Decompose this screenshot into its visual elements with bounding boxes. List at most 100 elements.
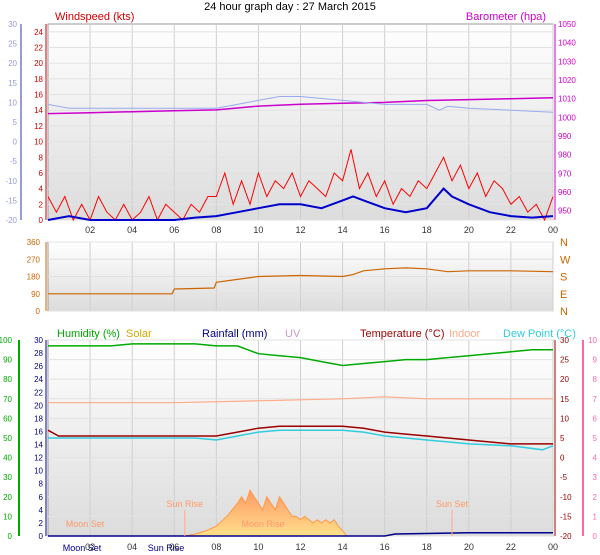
wind-left-tick-label: 20 bbox=[8, 59, 17, 68]
climate-x-tick-label: 22 bbox=[506, 542, 516, 552]
humidity-tick-label: 100 bbox=[0, 336, 13, 345]
temperature-tick-label: 5 bbox=[560, 434, 565, 443]
uv-tick-label: 9 bbox=[593, 356, 598, 365]
barometer-line bbox=[47, 96, 554, 115]
wind-left-tick-label: -15 bbox=[5, 196, 17, 205]
wind-left-tick-label: -20 bbox=[5, 216, 17, 225]
solar-tick-label: 26 bbox=[34, 362, 43, 371]
compass-label: W bbox=[560, 254, 571, 266]
wind-direction-line bbox=[48, 267, 554, 295]
temperature-tick-label: 25 bbox=[560, 356, 569, 365]
wind-x-tick-label: 16 bbox=[380, 225, 390, 235]
direction-degree-axis: 360 270 180 90 0 bbox=[27, 238, 47, 316]
indoor-temperature-line bbox=[48, 396, 553, 404]
solar-tick-label: 14 bbox=[34, 441, 43, 450]
barometer-tick-label: 1000 bbox=[558, 113, 576, 122]
wind-speed-tick-label: 16 bbox=[34, 91, 43, 100]
wind-x-tick-label: 08 bbox=[211, 225, 221, 235]
wind-left-tick-label: 15 bbox=[8, 79, 17, 88]
solar-tick-label: 12 bbox=[34, 454, 43, 463]
temperature-tick-label: -5 bbox=[560, 473, 568, 482]
uv-tick-label: 8 bbox=[593, 375, 598, 384]
barometer-tick-label: 1050 bbox=[558, 20, 576, 29]
solar-tick-label: 10 bbox=[34, 467, 43, 476]
sunset-annotation: Sun Set bbox=[436, 499, 469, 509]
barometer-tick-label: 970 bbox=[558, 169, 572, 178]
barometer-tick-label: 1010 bbox=[558, 95, 576, 104]
climate-x-tick-label: 12 bbox=[295, 542, 305, 552]
humidity-tick-label: 60 bbox=[3, 414, 12, 423]
wind-x-tick-label: 20 bbox=[464, 225, 474, 235]
wind-x-tick-label: 02 bbox=[85, 225, 95, 235]
climate-x-tick-label: 18 bbox=[422, 542, 432, 552]
wind-left-tick-label: 25 bbox=[8, 40, 17, 49]
wind-x-tick-label: 10 bbox=[253, 225, 263, 235]
temperature-axis: 30 25 20 15 10 5 0 -5 -10 -15 -20 bbox=[554, 336, 572, 541]
barometer-tick-label: 980 bbox=[558, 151, 572, 160]
climate-time-axis: 02 04 06 08 10 12 14 16 18 20 22 00 bbox=[85, 542, 558, 552]
climate-x-tick-label: 08 bbox=[211, 542, 221, 552]
moonset-short-annotation: Moon Set bbox=[63, 543, 102, 553]
humidity-tick-label: 70 bbox=[3, 395, 12, 404]
wind-left-tick-label: 5 bbox=[13, 118, 18, 127]
climate-x-tick-label: 06 bbox=[169, 542, 179, 552]
solar-tick-label: 30 bbox=[34, 336, 43, 345]
humidity-label: Humidity (%) bbox=[57, 328, 120, 340]
wind-left-tick-label: -10 bbox=[5, 177, 17, 186]
wind-x-tick-label: 22 bbox=[506, 225, 516, 235]
wind-speed-tick-label: 24 bbox=[34, 28, 43, 37]
temperature-tick-label: 20 bbox=[560, 375, 569, 384]
wind-left-temperature-axis: 30 25 20 15 10 5 0 -5 -10 -15 -20 bbox=[5, 20, 22, 225]
wind-speed-tick-label: 6 bbox=[39, 169, 44, 178]
uv-tick-label: 3 bbox=[593, 473, 598, 482]
wind-left-tick-label: 30 bbox=[8, 20, 17, 29]
moonrise-annotation: Moon Rise bbox=[241, 519, 284, 529]
average-wind-line bbox=[47, 187, 554, 221]
climate-x-tick-label: 00 bbox=[548, 542, 558, 552]
wind-speed-tick-label: 8 bbox=[39, 153, 44, 162]
humidity-line bbox=[48, 343, 553, 367]
humidity-tick-label: 20 bbox=[3, 493, 12, 502]
compass-label: N bbox=[560, 237, 568, 249]
solar-tick-label: 2 bbox=[39, 519, 44, 528]
climate-x-tick-label: 10 bbox=[253, 542, 263, 552]
sunrise-short-annotation: Sun Rise bbox=[148, 543, 185, 553]
temperature-tick-label: -15 bbox=[560, 512, 572, 521]
climate-x-tick-label: 20 bbox=[464, 542, 474, 552]
wind-speed-tick-label: 4 bbox=[39, 185, 44, 194]
temperature-tick-label: -10 bbox=[560, 493, 572, 502]
dewpoint-label: Dew Point (°C) bbox=[503, 328, 576, 340]
compass-label: S bbox=[560, 272, 567, 284]
wind-speed-tick-label: 18 bbox=[34, 75, 43, 84]
wind-x-tick-label: 04 bbox=[127, 225, 137, 235]
wind-gridlines bbox=[48, 24, 554, 221]
solar-tick-label: 24 bbox=[34, 375, 43, 384]
temperature-tick-label: -20 bbox=[560, 532, 572, 541]
sunrise-annotation: Sun Rise bbox=[167, 499, 204, 509]
rainfall-line bbox=[48, 531, 553, 537]
compass-label: E bbox=[560, 289, 567, 301]
wind-speed-tick-label: 12 bbox=[34, 122, 43, 131]
windspeed-label: Windspeed (kts) bbox=[55, 11, 134, 23]
uv-tick-label: 1 bbox=[593, 512, 598, 521]
solar-label: Solar bbox=[126, 328, 152, 340]
direction-tick-label: 90 bbox=[31, 290, 40, 299]
uv-tick-label: 4 bbox=[593, 454, 598, 463]
temperature-line bbox=[47, 425, 553, 445]
uv-tick-label: 6 bbox=[593, 414, 598, 423]
humidity-tick-label: 90 bbox=[3, 356, 12, 365]
solar-tick-label: 28 bbox=[34, 349, 43, 358]
barometer-axis: 1050 1040 1030 1020 1010 1000 990 980 970 960 950 bbox=[554, 20, 576, 220]
uv-tick-label: 5 bbox=[593, 434, 598, 443]
barometer-tick-label: 1030 bbox=[558, 57, 576, 66]
barometer-tick-label: 990 bbox=[558, 132, 572, 141]
humidity-tick-label: 10 bbox=[3, 512, 12, 521]
temperature-tick-label: 15 bbox=[560, 395, 569, 404]
uv-label: UV bbox=[285, 328, 301, 340]
humidity-tick-label: 80 bbox=[3, 375, 12, 384]
barometer-tick-label: 960 bbox=[558, 188, 572, 197]
